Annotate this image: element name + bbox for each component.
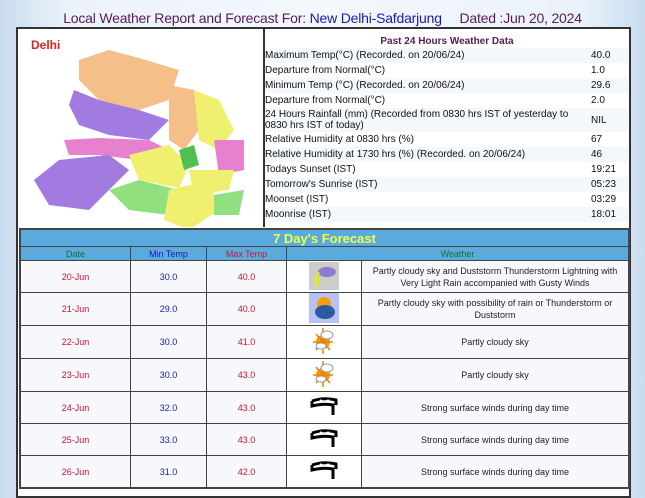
- strong-wind-icon: [286, 455, 362, 488]
- past-data-value: 29.6: [591, 78, 629, 93]
- delhi-map: Delhi: [19, 30, 263, 230]
- strong-wind-icon: [286, 423, 362, 456]
- map-title: Delhi: [31, 38, 61, 52]
- past-data-label: Departure from Normal(°C): [265, 95, 386, 106]
- forecast-date: 25-Jun: [20, 423, 131, 456]
- past-data-label: 24 Hours Rainfall (mm) (Recorded from 08…: [265, 108, 591, 132]
- col-min-temp: Min Temp: [130, 246, 207, 261]
- past-data-value: 67: [591, 134, 603, 145]
- past-data-label: Relative Humidity at 1730 hrs (%) (Recor…: [265, 147, 591, 162]
- forecast-date: 21-Jun: [20, 292, 131, 326]
- past-data-value: NIL: [591, 108, 629, 132]
- forecast-min-temp: 33.0: [130, 423, 207, 456]
- past-data-row: Tomorrow's Sunrise (IST) 05:23: [265, 177, 629, 192]
- col-max-temp: Max Temp: [206, 246, 287, 261]
- forecast-weather: Partly cloudy sky with possibility of ra…: [361, 292, 629, 326]
- forecast-row: 26-Jun 31.0 42.0 Strong surface winds du…: [20, 455, 629, 488]
- past-data-label: Tomorrow's Sunrise (IST): [265, 177, 591, 192]
- col-weather: Weather: [286, 246, 629, 261]
- forecast-row: 25-Jun 33.0 43.0 Strong surface winds du…: [20, 423, 629, 456]
- forecast-date: 20-Jun: [20, 260, 131, 293]
- past-data-label: Departure from Normal(°C): [265, 65, 386, 76]
- past-data-value: 46: [591, 147, 629, 162]
- forecast-date: 22-Jun: [20, 325, 131, 359]
- past-data-row: Relative Humidity at 1730 hrs (%) (Recor…: [265, 147, 629, 162]
- forecast-min-temp: 30.0: [130, 358, 207, 392]
- forecast-max-temp: 42.0: [206, 455, 287, 488]
- past-data-row: Maximum Temp(°C) (Recorded. on 20/06/24)…: [265, 48, 629, 63]
- past-data-value: 03:29: [591, 194, 617, 205]
- past-data-row: Departure from Normal(°C) 2.0: [265, 93, 629, 108]
- forecast-min-temp: 32.0: [130, 391, 207, 424]
- past-data-label: Maximum Temp(°C) (Recorded. on 20/06/24): [265, 48, 591, 63]
- forecast-row: 23-Jun 30.0 43.0 Partly cloudy sky: [20, 358, 629, 392]
- past-data-row: Relative Humidity at 0830 hrs (%) 67: [265, 132, 629, 147]
- past-data-row: Departure from Normal(°C) 1.0: [265, 63, 629, 78]
- past-data-row: 24 Hours Rainfall (mm) (Recorded from 08…: [265, 108, 629, 132]
- forecast-row: 24-Jun 32.0 43.0 Strong surface winds du…: [20, 391, 629, 424]
- forecast-weather: Partly cloudy sky: [361, 358, 629, 392]
- past-data-row: Moonset (IST) 03:29: [265, 192, 629, 207]
- past-data-value: 1.0: [591, 65, 605, 76]
- past-data-value: 2.0: [591, 95, 605, 106]
- forecast-weather: Strong surface winds during day time: [361, 391, 629, 424]
- past-data-value: 40.0: [591, 48, 629, 63]
- forecast-weather: Strong surface winds during day time: [361, 423, 629, 456]
- page-title: Local Weather Report and Forecast For: N…: [0, 10, 645, 26]
- forecast-max-temp: 40.0: [206, 292, 287, 326]
- forecast-weather: Strong surface winds during day time: [361, 455, 629, 488]
- forecast-max-temp: 43.0: [206, 423, 287, 456]
- delhi-district-map: [34, 50, 244, 230]
- past-data-label: Moonrise (IST): [265, 207, 591, 222]
- forecast-max-temp: 43.0: [206, 391, 287, 424]
- forecast-min-temp: 30.0: [130, 260, 207, 293]
- forecast-date: 26-Jun: [20, 455, 131, 488]
- past-data-label: Relative Humidity at 0830 hrs (%): [265, 134, 414, 145]
- forecast-row: 21-Jun 29.0 40.0 Partly cloudy sky with …: [20, 292, 629, 326]
- past-data-label: Todays Sunset (IST): [265, 164, 356, 175]
- report-panel: Delhi Past 24 Hours Weather Data Maximum…: [16, 27, 631, 498]
- sun-cloud-rain-icon: [286, 292, 362, 326]
- title-prefix: Local Weather Report and Forecast For:: [63, 10, 306, 26]
- col-date: Date: [20, 246, 131, 261]
- forecast-date: 24-Jun: [20, 391, 131, 424]
- past-data-value: 19:21: [591, 164, 617, 175]
- past-data-value: 05:23: [591, 177, 629, 192]
- forecast-row: 22-Jun 30.0 41.0 Partly cloudy sky: [20, 325, 629, 359]
- strong-wind-icon: [286, 391, 362, 424]
- forecast-min-temp: 31.0: [130, 455, 207, 488]
- past-data-row: Moonrise (IST) 18:01: [265, 207, 629, 222]
- partly-cloudy-icon: [286, 358, 362, 392]
- forecast-table: 7 Day's Forecast Date Min Temp Max Temp …: [19, 228, 630, 489]
- past-data-label: Minimum Temp (°C) (Recorded. on 20/06/24…: [265, 78, 591, 93]
- forecast-weather: Partly cloudy sky and Duststorm Thunders…: [361, 260, 629, 293]
- past-data-row: Minimum Temp (°C) (Recorded. on 20/06/24…: [265, 78, 629, 93]
- past-data-row: Todays Sunset (IST) 19:21: [265, 162, 629, 177]
- forecast-row: 20-Jun 30.0 40.0 Partly cloudy sky and D…: [20, 260, 629, 293]
- forecast-max-temp: 40.0: [206, 260, 287, 293]
- forecast-max-temp: 41.0: [206, 325, 287, 359]
- forecast-date: 23-Jun: [20, 358, 131, 392]
- forecast-min-temp: 29.0: [130, 292, 207, 326]
- forecast-min-temp: 30.0: [130, 325, 207, 359]
- past-24h-heading: Past 24 Hours Weather Data: [380, 36, 514, 47]
- divider: [263, 29, 265, 227]
- forecast-weather: Partly cloudy sky: [361, 325, 629, 359]
- forecast-max-temp: 43.0: [206, 358, 287, 392]
- past-data-value: 18:01: [591, 207, 629, 222]
- past-data-label: Moonset (IST): [265, 194, 329, 205]
- past-24h-data: Past 24 Hours Weather Data Maximum Temp(…: [265, 35, 629, 222]
- thunderstorm-icon: [286, 260, 362, 293]
- forecast-title: 7 Day's Forecast: [20, 229, 629, 247]
- report-date: Dated :Jun 20, 2024: [459, 10, 582, 26]
- station-name: New Delhi-Safdarjung: [309, 10, 442, 26]
- partly-cloudy-icon: [286, 325, 362, 359]
